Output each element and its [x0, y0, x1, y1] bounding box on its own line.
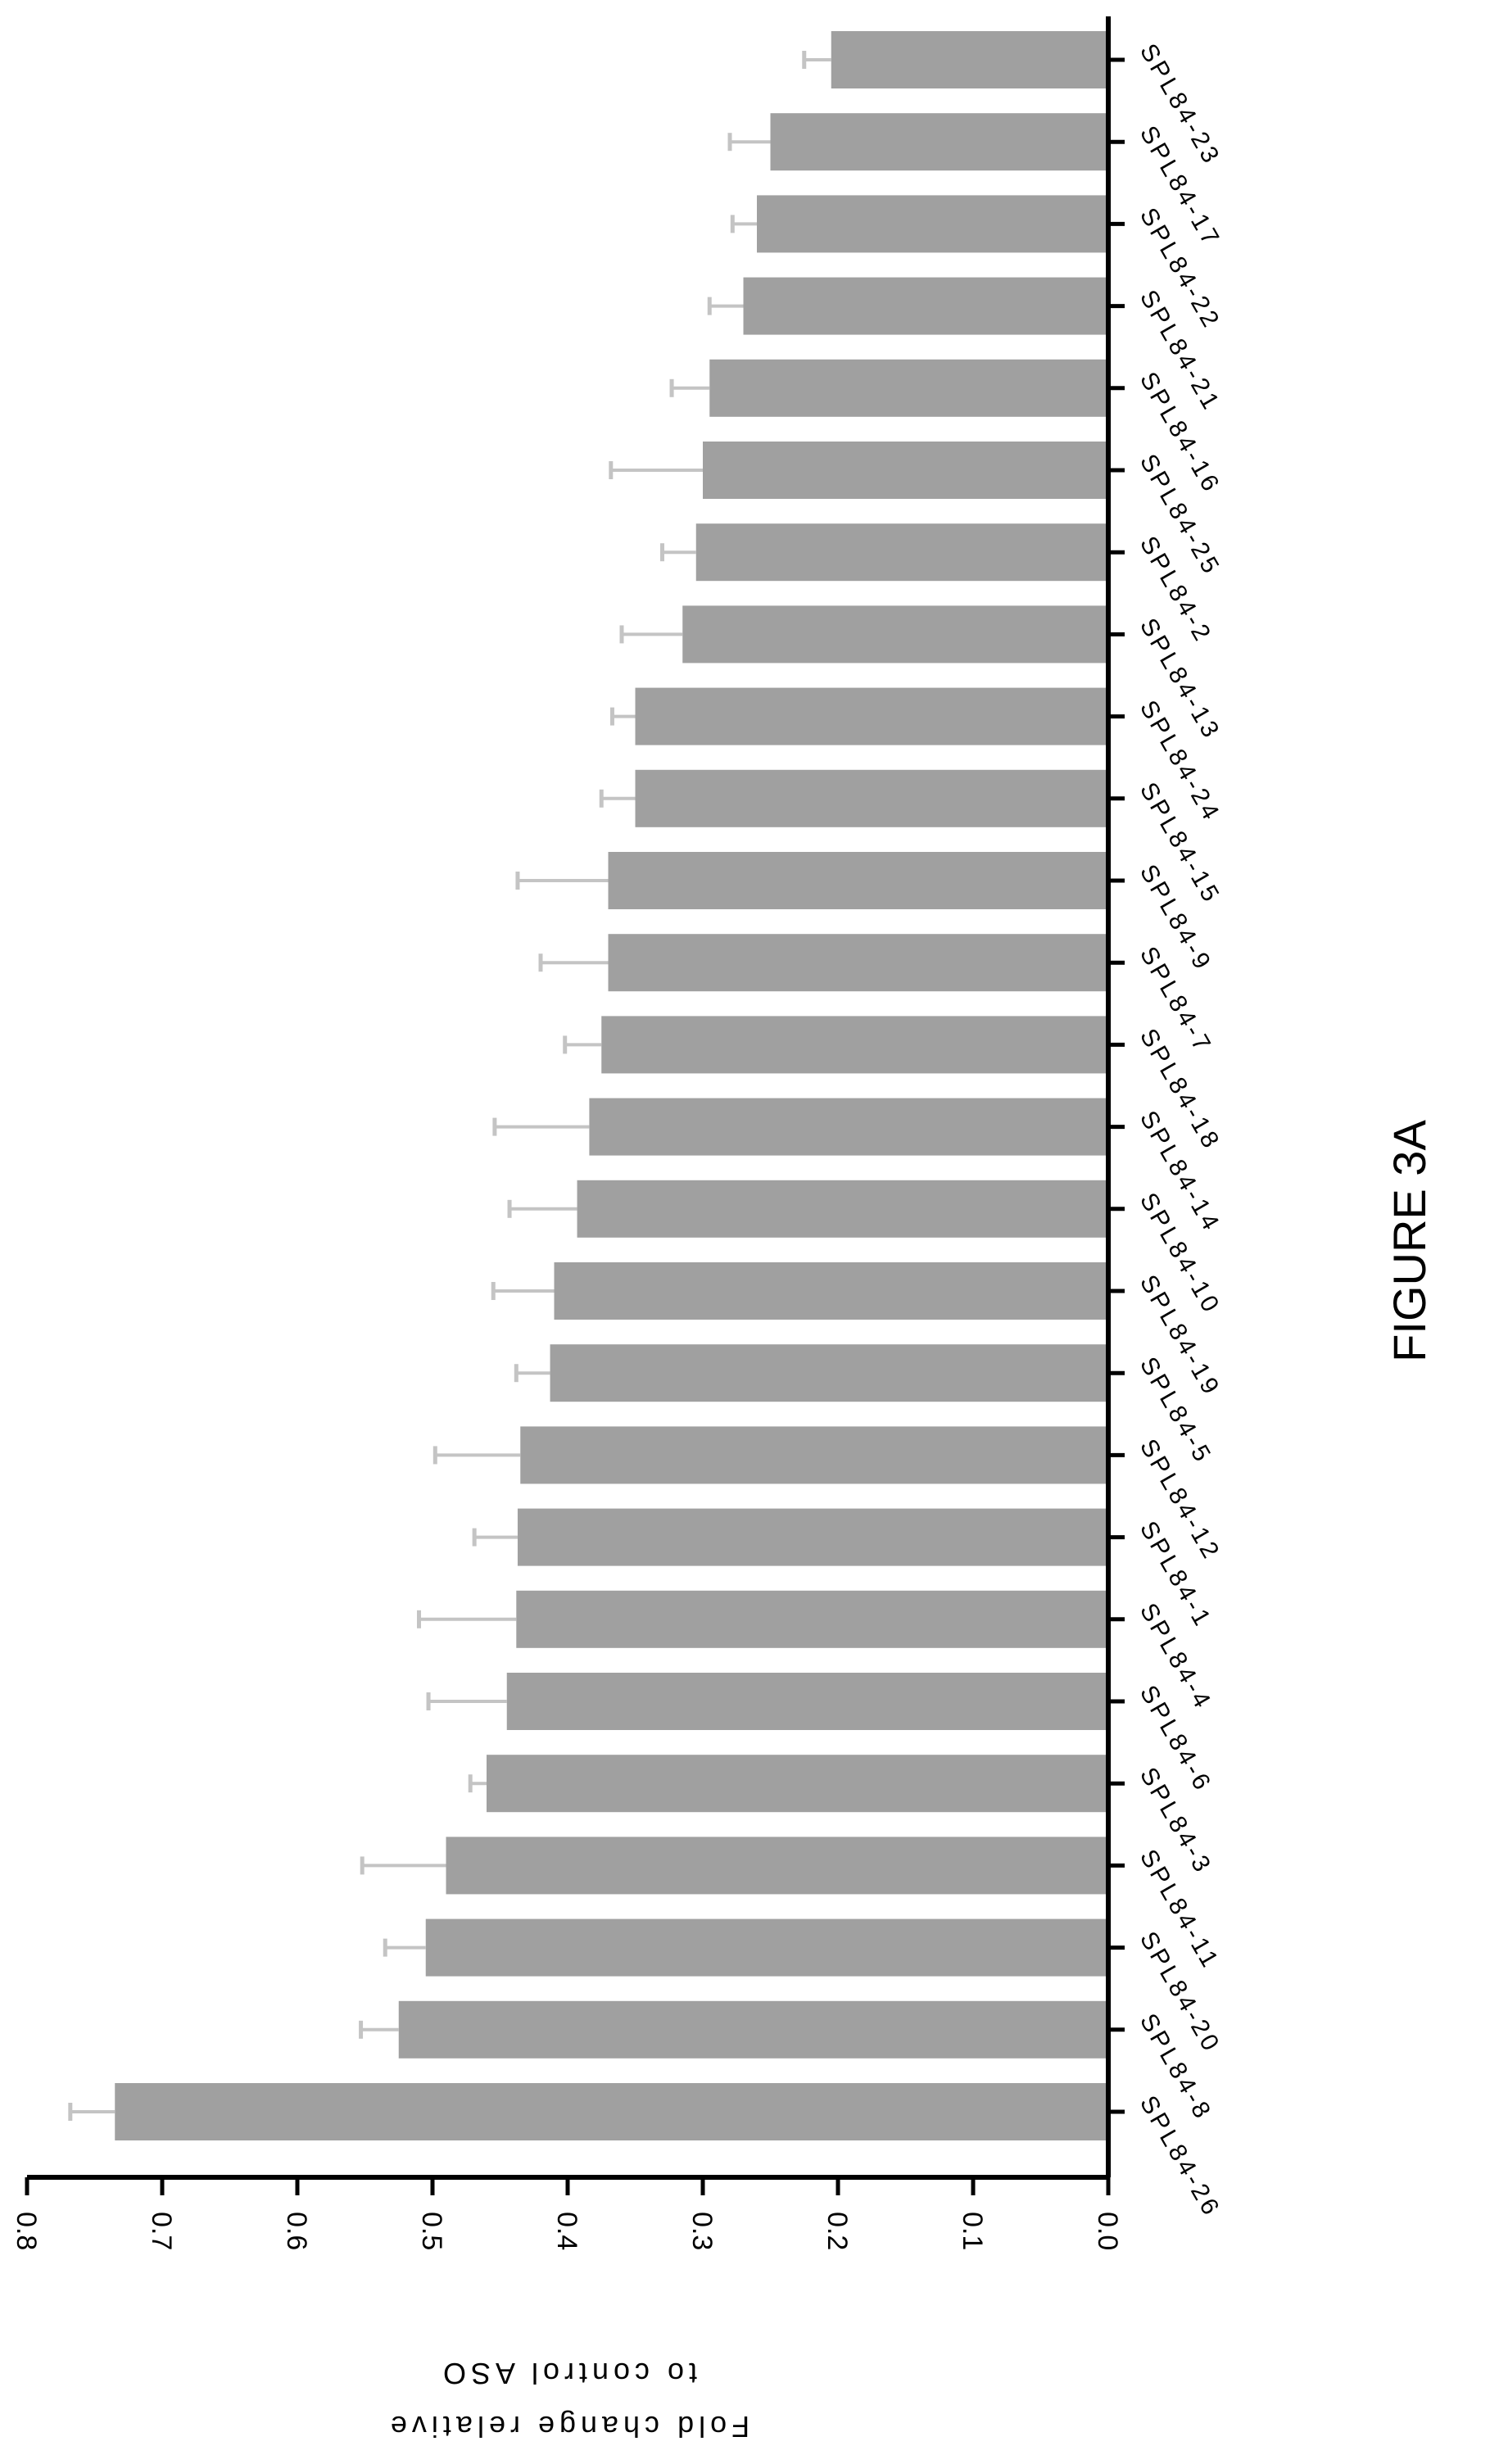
bar-spl84-25: [703, 442, 1108, 499]
bar-spl84-8: [398, 2000, 1108, 2059]
bar-spl84-22: [757, 195, 1108, 253]
bar-spl84-1: [517, 1508, 1108, 1566]
value-tick-label: 0.7: [146, 2212, 177, 2250]
value-tick-label: 0.6: [281, 2212, 312, 2250]
value-tick-label: 0.3: [686, 2212, 718, 2250]
bar-spl84-19: [554, 1262, 1108, 1320]
value-tick-label: 0.8: [11, 2212, 42, 2250]
bar-spl84-3: [487, 1755, 1108, 1813]
figure-label: FIGURE 3A: [1384, 1120, 1435, 1362]
value-tick-label: 0.0: [1092, 2212, 1123, 2250]
bar-spl84-12: [520, 1426, 1108, 1484]
bar-spl84-23: [831, 31, 1108, 88]
value-tick-label: 0.1: [957, 2212, 988, 2250]
value-axis-title-line1: Fold change relative: [386, 2410, 750, 2444]
bar-spl84-16: [709, 359, 1108, 417]
bar-spl84-11: [446, 1837, 1108, 1895]
bar-spl84-24: [635, 687, 1108, 745]
bars-group: [115, 31, 1108, 2140]
value-axis-title-line2: to control ASO: [438, 2357, 697, 2390]
bar-spl84-6: [506, 1673, 1108, 1730]
bar-spl84-5: [550, 1344, 1108, 1402]
axes-group: [25, 16, 1125, 2195]
bar-spl84-14: [589, 1098, 1108, 1156]
bar-spl84-21: [743, 277, 1108, 335]
bar-spl84-2: [695, 523, 1108, 582]
bar-spl84-9: [608, 852, 1108, 909]
value-tick-label: 0.4: [551, 2212, 582, 2250]
bar-spl84-4: [516, 1590, 1108, 1648]
bar-spl84-18: [601, 1016, 1108, 1074]
bar-spl84-15: [635, 769, 1108, 827]
bar-spl84-20: [425, 1918, 1108, 1977]
value-tick-label: 0.2: [822, 2212, 853, 2250]
value-tick-label: 0.5: [416, 2212, 447, 2250]
bar-spl84-17: [770, 113, 1108, 171]
bar-spl84-10: [577, 1180, 1108, 1238]
bar-spl84-7: [608, 934, 1108, 992]
bar-spl84-13: [682, 605, 1108, 664]
error-bars-group: [68, 51, 831, 2121]
bar-spl84-26: [115, 2083, 1108, 2140]
